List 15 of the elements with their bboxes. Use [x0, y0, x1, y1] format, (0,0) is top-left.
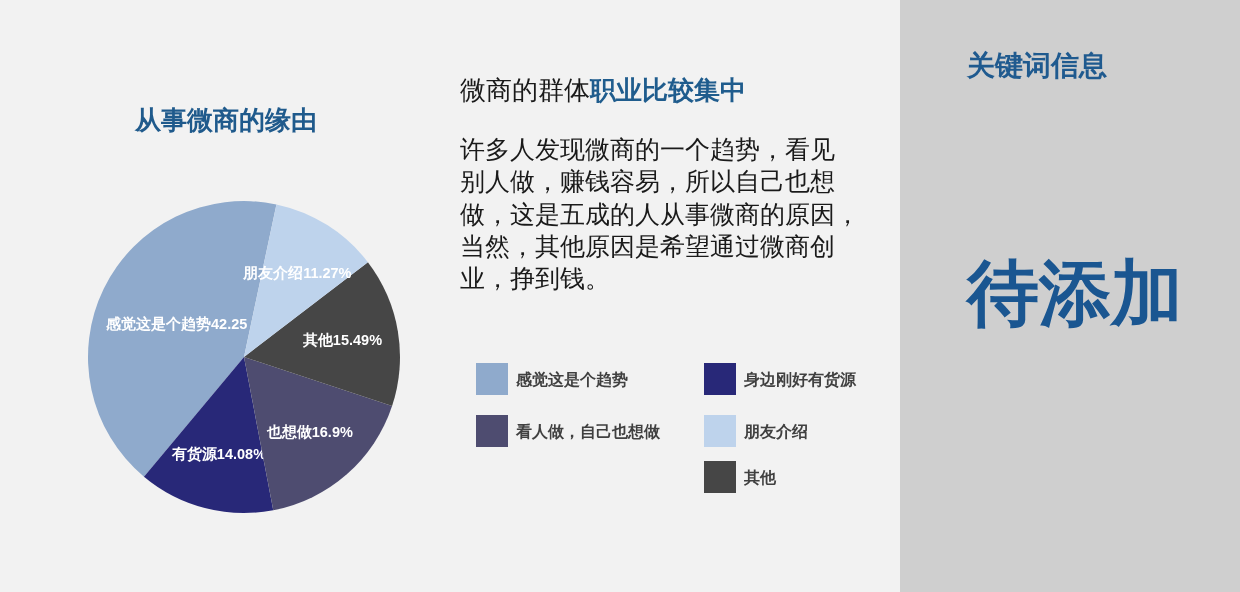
legend-label: 感觉这是个趋势	[515, 370, 628, 388]
text: 许多人发现微商的一个趋势，看见别人做，赚钱容易，所以自己也想做，这是五成的人从事微商的原因，当然，其他原因是希望通过微商创业，挣到钱。	[460, 135, 860, 293]
text: 微商的群体	[460, 75, 590, 105]
data-label: 朋友介绍11.27%	[242, 264, 352, 281]
data-label: 也想做16.9%	[265, 424, 353, 441]
data-label: 其他15.49%	[301, 332, 383, 349]
chart-title: 从事微商的缘由	[134, 105, 317, 135]
text: 关键词信息	[966, 49, 1107, 81]
text: 待添加	[965, 253, 1183, 333]
legend-label: 其他	[743, 468, 777, 486]
legend-label: 身边刚好有货源	[743, 370, 857, 389]
text: 职业比较集中	[589, 75, 746, 105]
data-label: 感觉这是个趋势42.25	[105, 315, 248, 333]
legend-label: 朋友介绍	[743, 422, 808, 440]
legend-label: 看人做，自己也想做	[515, 422, 661, 440]
